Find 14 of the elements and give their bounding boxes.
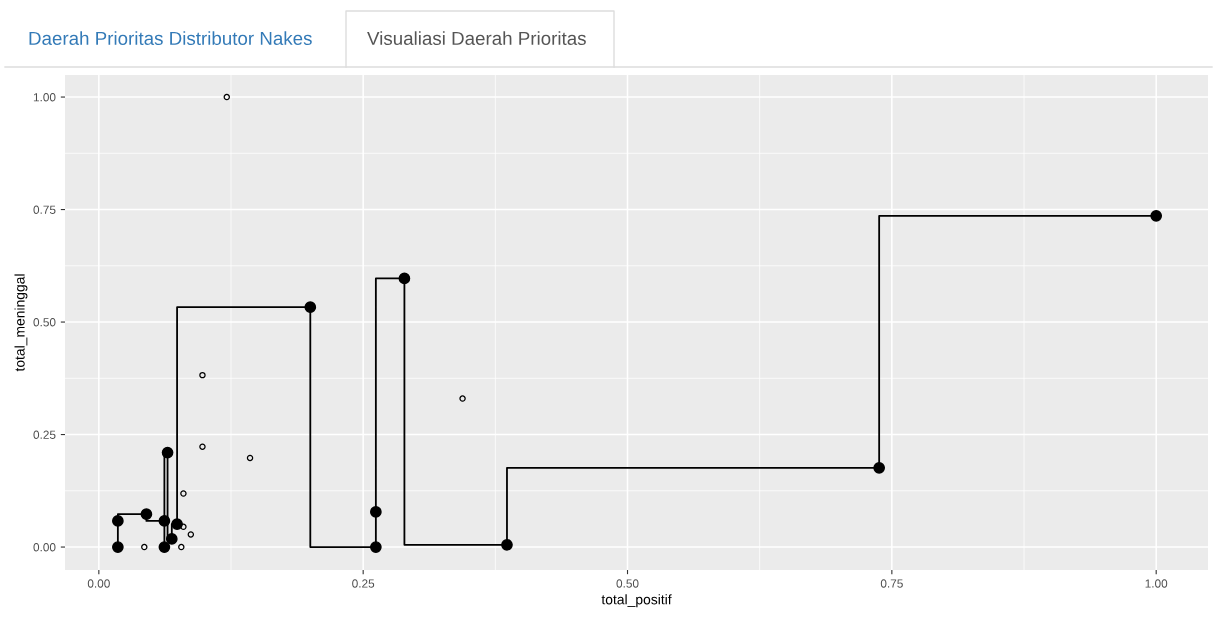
x-tick-label: 0.25 — [352, 579, 375, 588]
y-tick-label: 1.00 — [33, 93, 56, 102]
text: Daerah Prioritas Distributor Nakes — [29, 31, 312, 46]
y-tick-label: 0.75 — [33, 205, 56, 214]
x-tick-label: 0.00 — [87, 579, 110, 588]
x-tick-label: 1.00 — [1145, 579, 1168, 588]
x-tick-label: 0.75 — [880, 579, 903, 588]
text: Visualiasi Daerah Prioritas — [367, 31, 586, 46]
x-tick-label: 0.50 — [616, 579, 639, 588]
y-tick-label: 0.25 — [33, 430, 56, 439]
y-tick-label: 0.50 — [33, 318, 56, 327]
y-tick-label: 0.00 — [33, 543, 56, 552]
y-axis-title: total_meninggal — [14, 274, 28, 372]
x-axis-title: total_positif — [601, 594, 672, 608]
